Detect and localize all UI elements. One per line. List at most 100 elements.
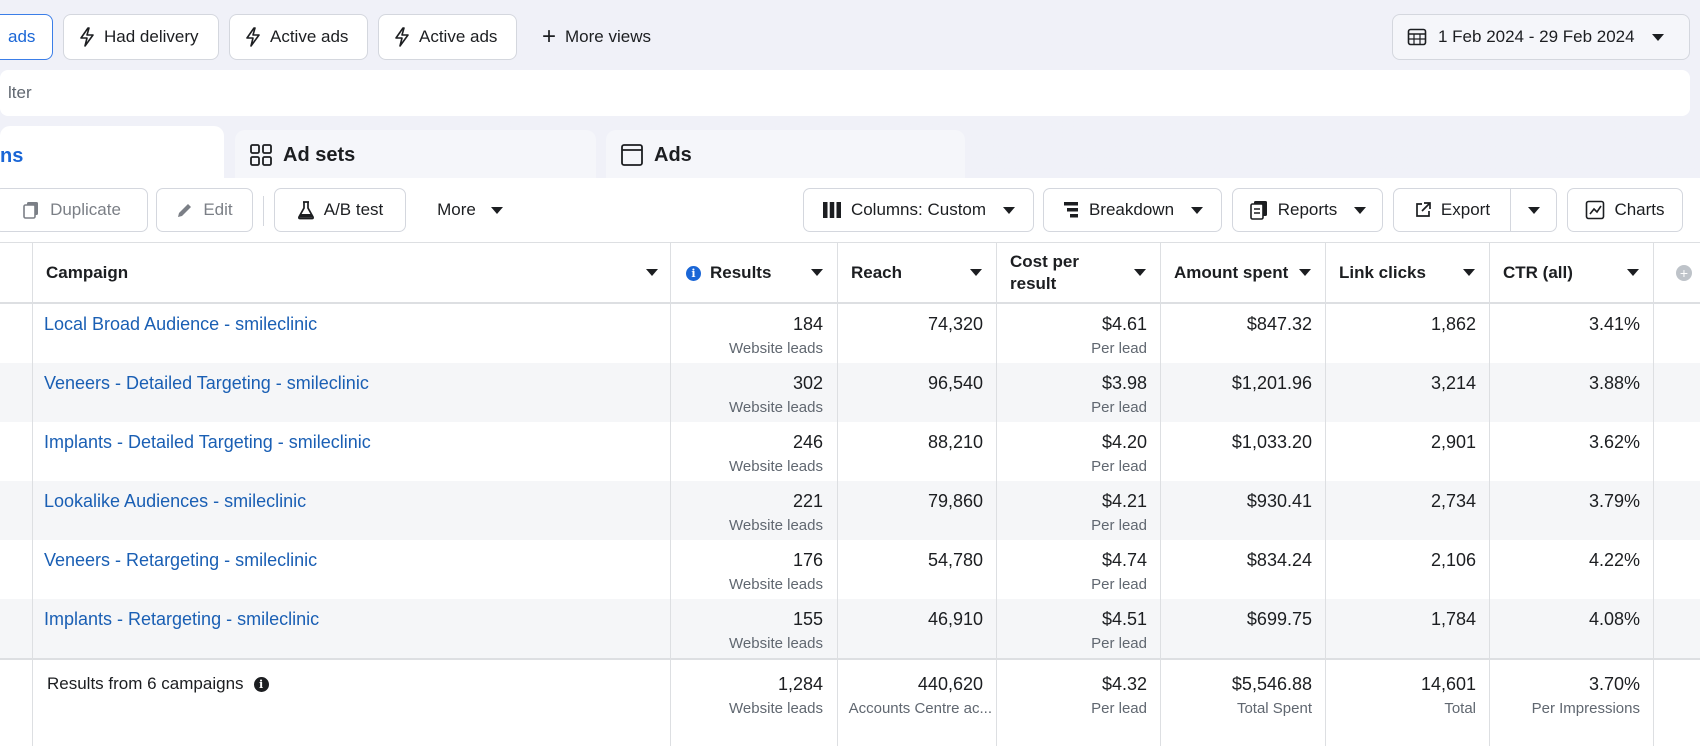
column-header-amount-spent[interactable]: Amount spent [1160,243,1325,303]
breakdown-dropdown[interactable]: Breakdown [1043,188,1222,232]
cell-cost-sub: Per lead [1091,576,1147,593]
pencil-icon [178,204,192,217]
edit-button[interactable]: Edit [156,188,253,232]
cell-results-sub: Website leads [729,458,823,475]
header-label: Amount spent [1174,263,1289,282]
header-label: Link clicks [1339,263,1426,282]
campaign-name-link[interactable]: Implants - Retargeting - smileclinic [44,609,320,629]
campaign-name-link[interactable]: Local Broad Audience - smileclinic [44,314,318,334]
summary-ctr: 3.70% [1588,674,1640,694]
export-options-dropdown[interactable] [1510,188,1557,232]
column-divider [32,242,33,746]
cell-clicks: 3,214 [1430,373,1476,393]
summary-reach: 440,620 [917,674,983,694]
chevron-down-icon [1651,33,1664,41]
columns-icon [822,202,841,218]
cell-reach: 88,210 [927,432,983,452]
sort-caret-icon [1463,269,1475,276]
lightning-icon [395,27,409,47]
filter-pill-had-delivery[interactable]: Had delivery [63,14,219,60]
sort-caret-icon [1627,269,1639,276]
summary-reach-sub: Accounts Centre ac... [848,700,992,717]
cell-clicks: 2,901 [1430,432,1476,452]
lightning-icon [246,27,260,47]
cell-clicks: 2,106 [1430,550,1476,570]
summary-ctr-sub: Per Impressions [1531,700,1640,717]
plus-icon: + [542,23,557,50]
tab-campaigns[interactable]: ns [0,126,224,186]
summary-clicks-sub: Total [1444,700,1476,717]
search-filter-input[interactable]: lter [0,70,1690,116]
column-header-campaign[interactable]: Campaign [32,243,672,303]
filter-pill-label: Had delivery [104,27,199,46]
column-header-link-clicks[interactable]: Link clicks [1325,243,1489,303]
column-divider [1160,242,1161,746]
cell-cost: $4.20 [1101,432,1147,452]
column-header-cost-per-result[interactable]: Cost per result [996,243,1160,303]
summary-results: 1,284 [777,674,823,694]
table-row[interactable]: Implants - Retargeting - smileclinic 155 W… [0,599,1700,658]
table-row[interactable]: Veneers - Detailed Targeting - smileclin… [0,363,1700,422]
chevron-down-icon [1003,206,1016,214]
charts-button[interactable]: Charts [1567,188,1683,232]
toolbar-divider [263,196,264,226]
tab-ads[interactable]: Ads [606,130,965,180]
filter-pill-active-ads-2[interactable]: Active ads [378,14,517,60]
column-divider [670,242,671,746]
date-range-picker[interactable]: 1 Feb 2024 - 29 Feb 2024 [1392,14,1690,60]
table-row[interactable]: Veneers - Retargeting - smileclinic 176 We… [0,540,1700,599]
date-range-label: 1 Feb 2024 - 29 Feb 2024 [1438,27,1635,46]
info-icon[interactable]: i [253,676,269,692]
more-views-button[interactable]: + More views [527,14,666,60]
cell-results-sub: Website leads [729,635,823,652]
sort-caret-icon [1134,269,1146,276]
cell-amount: $699.75 [1246,609,1312,629]
filter-pill-ads[interactable]: ads [0,14,53,60]
table-row[interactable]: Local Broad Audience - smileclinic 184 Web… [0,304,1700,363]
cell-amount: $847.32 [1246,314,1312,334]
table-row[interactable]: Implants - Detailed Targeting - smilecli… [0,422,1700,481]
column-header-results[interactable]: i Results [672,243,837,303]
header-label: Campaign [46,263,129,282]
column-header-ctr[interactable]: CTR (all) [1489,243,1653,303]
more-dropdown[interactable]: More [424,188,516,232]
cell-cost: $4.61 [1101,314,1147,334]
cell-clicks: 1,784 [1430,609,1476,629]
export-button[interactable]: Export [1393,188,1511,232]
campaign-name-link[interactable]: Veneers - Detailed Targeting - smileclin… [44,373,369,393]
cell-clicks: 2,734 [1430,491,1476,511]
column-header-reach[interactable]: Reach [837,243,996,303]
header-label: Cost per [1010,252,1079,271]
breakdown-label: Breakdown [1088,200,1175,219]
table-header: Campaign i Results Reach Cost per result… [0,242,1700,304]
edit-label: Edit [203,200,233,219]
tab-ad-sets[interactable]: Ad sets [235,130,596,180]
toolbar: Duplicate Edit A/B test More Columns: Cu… [0,188,1700,234]
duplicate-button[interactable]: Duplicate [0,188,148,232]
summary-cost-sub: Per lead [1091,700,1147,717]
add-column-icon[interactable]: + [1676,265,1692,281]
campaign-name-link[interactable]: Implants - Detailed Targeting - smilecli… [44,432,371,452]
sort-caret-icon [970,269,982,276]
cell-cost: $4.74 [1101,550,1147,570]
campaign-name-link[interactable]: Lookalike Audiences - smileclinic [44,491,307,511]
columns-dropdown[interactable]: Columns: Custom [803,188,1034,232]
summary-results-sub: Website leads [729,700,823,717]
filter-pill-active-ads[interactable]: Active ads [229,14,368,60]
cell-reach: 74,320 [927,314,983,334]
ab-test-button[interactable]: A/B test [274,188,406,232]
export-icon [1416,202,1431,217]
columns-label: Columns: Custom [850,200,987,219]
campaign-name-link[interactable]: Veneers - Retargeting - smileclinic [44,550,318,570]
table-row[interactable]: Lookalike Audiences - smileclinic 221 Webs… [0,481,1700,540]
column-divider [837,242,838,746]
cell-results-sub: Website leads [729,399,823,416]
chevron-down-icon [490,206,503,214]
reports-dropdown[interactable]: Reports [1232,188,1383,232]
column-divider [1653,242,1654,746]
cell-results: 184 [792,314,823,334]
cell-cost-sub: Per lead [1091,458,1147,475]
flask-icon [297,201,314,220]
info-icon: i [686,265,701,281]
cell-ctr: 4.22% [1588,550,1640,570]
